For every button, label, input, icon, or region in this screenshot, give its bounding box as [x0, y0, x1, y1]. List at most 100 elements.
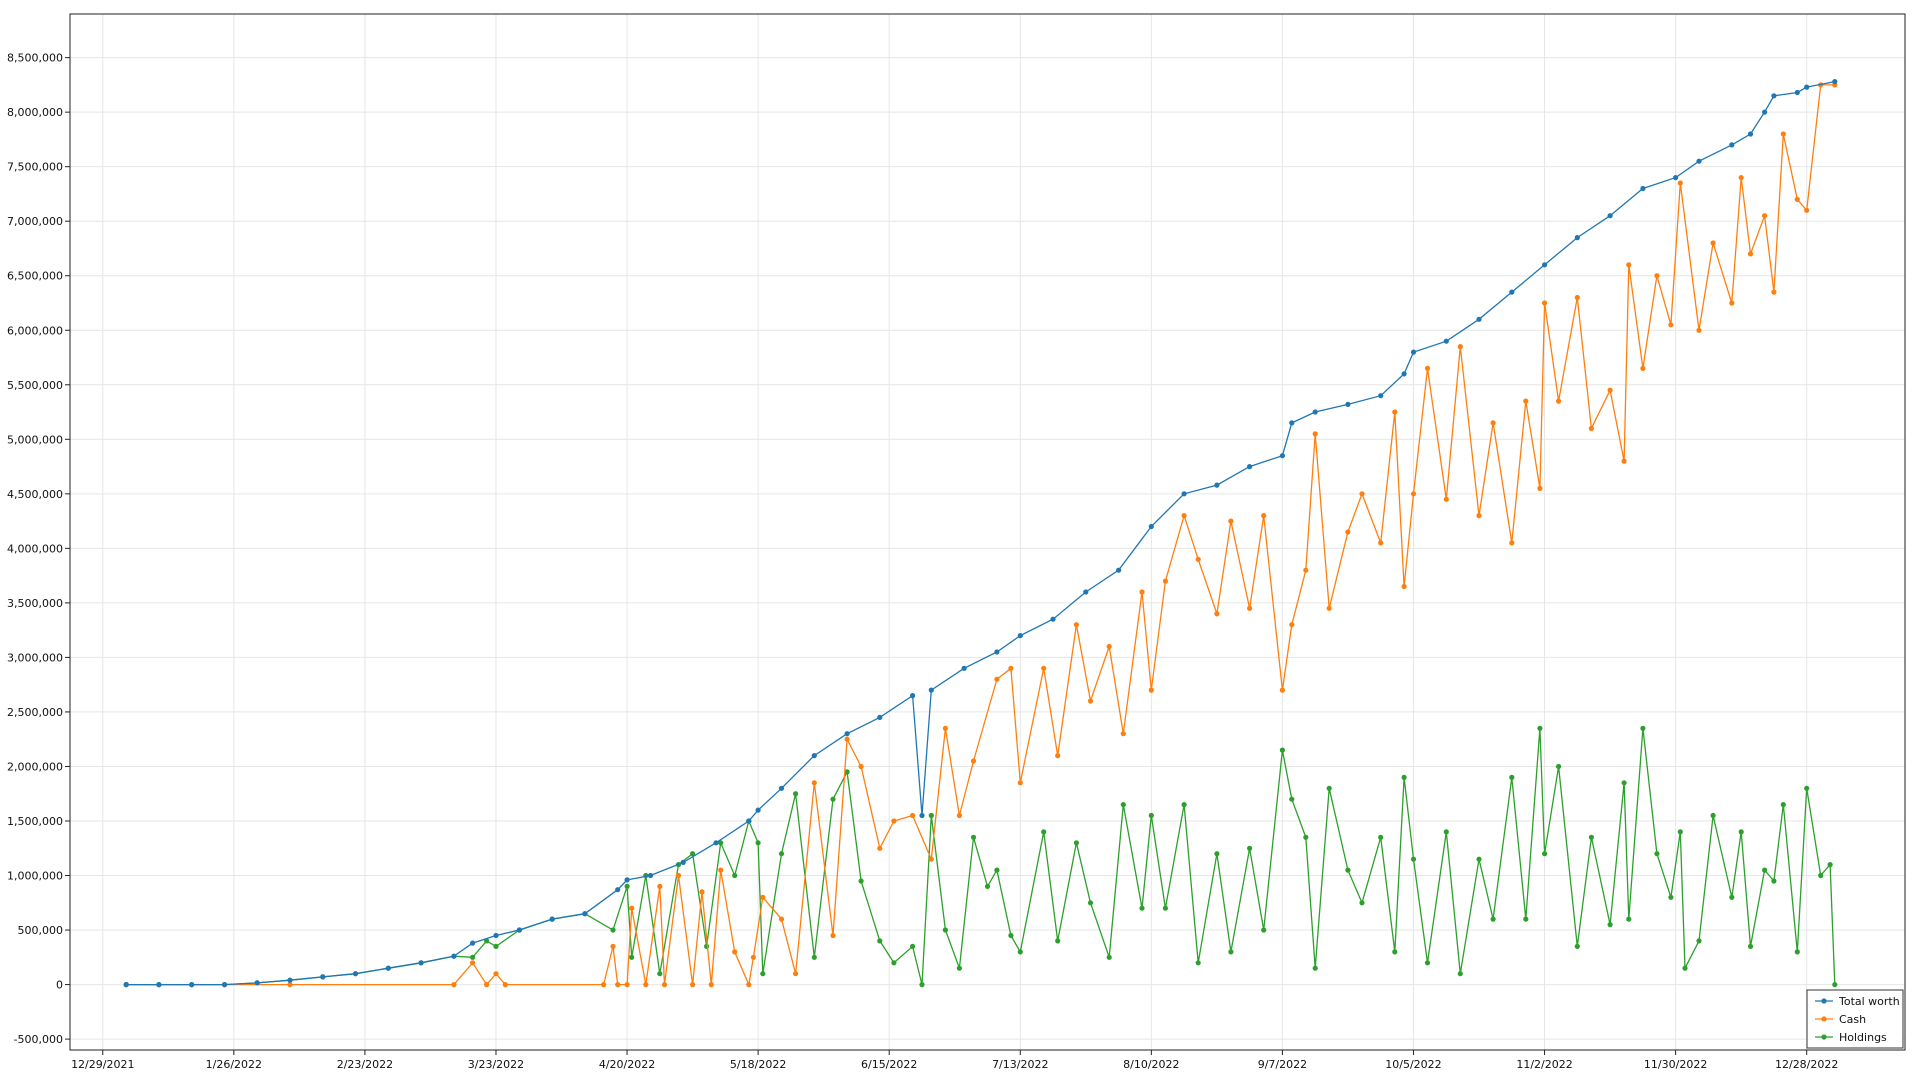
- legend-item: Cash: [1815, 1013, 1866, 1026]
- series-total-worth: [123, 79, 1838, 988]
- data-point: [844, 736, 850, 742]
- data-point: [1509, 289, 1515, 295]
- data-point: [1120, 731, 1126, 737]
- data-point: [1214, 611, 1220, 617]
- data-point: [830, 932, 836, 939]
- data-point: [1654, 851, 1660, 857]
- data-point: [877, 714, 883, 721]
- data-point: [680, 859, 686, 866]
- data-point: [675, 872, 682, 879]
- y-tick-label: 1,000,000: [7, 870, 63, 883]
- legend-swatch-marker: [1821, 1034, 1827, 1040]
- y-tick-label: 6,000,000: [7, 324, 63, 337]
- x-tick-label: 12/28/2022: [1775, 1058, 1838, 1071]
- legend-swatch-marker: [1821, 998, 1827, 1004]
- data-point: [746, 818, 752, 824]
- data-point: [123, 982, 129, 988]
- data-point: [1410, 856, 1417, 862]
- data-point: [1261, 927, 1267, 933]
- data-point: [1556, 763, 1562, 770]
- data-point: [1668, 322, 1674, 328]
- data-point: [1017, 949, 1023, 955]
- y-tick-label: 8,500,000: [7, 52, 63, 65]
- series-cash: [123, 82, 1838, 988]
- data-point: [1537, 485, 1543, 491]
- data-point: [484, 982, 490, 988]
- data-point: [1424, 960, 1431, 966]
- data-point: [750, 954, 757, 960]
- data-point: [1457, 971, 1463, 977]
- y-tick-label: 3,000,000: [7, 651, 63, 664]
- data-point: [1073, 622, 1079, 628]
- data-point: [1747, 131, 1754, 137]
- data-point: [1378, 834, 1384, 840]
- data-point: [919, 982, 925, 988]
- data-point: [1682, 965, 1688, 971]
- data-point: [1490, 420, 1496, 426]
- data-point: [1443, 496, 1449, 502]
- data-point: [1588, 834, 1594, 840]
- y-tick-label: 1,500,000: [7, 815, 63, 828]
- data-point: [1148, 812, 1154, 819]
- data-point: [708, 982, 714, 988]
- data-point: [1771, 878, 1777, 884]
- data-point: [858, 878, 864, 884]
- data-point: [1116, 567, 1122, 573]
- data-point: [1794, 89, 1800, 96]
- data-point: [1017, 633, 1023, 639]
- data-point: [1303, 567, 1309, 573]
- data-point: [1247, 464, 1253, 470]
- data-point: [615, 982, 621, 988]
- data-point: [956, 812, 963, 819]
- y-tick-label: 7,000,000: [7, 215, 63, 228]
- data-point: [1345, 867, 1351, 873]
- data-point: [1359, 491, 1365, 497]
- data-point: [811, 954, 817, 960]
- data-point: [1392, 949, 1398, 955]
- data-point: [287, 977, 293, 983]
- data-point: [1509, 540, 1515, 546]
- data-point: [994, 867, 1000, 873]
- y-tick-label: 5,000,000: [7, 433, 63, 446]
- data-point: [1780, 802, 1786, 808]
- data-point: [1162, 578, 1168, 584]
- data-point: [1289, 420, 1295, 426]
- data-point: [1542, 300, 1548, 306]
- data-point: [910, 943, 916, 950]
- y-tick-label: 5,500,000: [7, 379, 63, 392]
- data-point: [1083, 589, 1089, 595]
- data-point: [1607, 387, 1613, 393]
- data-point: [1574, 943, 1580, 950]
- data-point: [704, 943, 710, 950]
- data-point: [1490, 916, 1496, 922]
- data-point: [891, 818, 897, 824]
- data-point: [984, 883, 991, 890]
- data-point: [844, 769, 850, 775]
- series: [123, 79, 1838, 988]
- data-point: [1261, 513, 1267, 519]
- data-point: [778, 916, 785, 922]
- data-point: [1523, 916, 1529, 922]
- data-point: [718, 840, 724, 846]
- data-point: [1228, 949, 1234, 955]
- data-point: [718, 867, 724, 873]
- data-point: [928, 687, 934, 693]
- data-point: [1794, 949, 1800, 955]
- data-point: [516, 927, 523, 933]
- data-point: [830, 796, 836, 802]
- data-point: [970, 758, 977, 764]
- data-point: [1106, 954, 1112, 960]
- data-point: [1588, 425, 1594, 431]
- data-point: [1401, 583, 1407, 590]
- x-tick-label: 8/10/2022: [1123, 1058, 1179, 1071]
- data-point: [1677, 180, 1683, 186]
- data-point: [254, 980, 260, 986]
- y-tick-label: 4,000,000: [7, 542, 63, 555]
- y-tick-label: 0: [56, 979, 63, 992]
- data-point: [1780, 131, 1786, 137]
- plot-frame: [69, 13, 1906, 1051]
- data-point: [643, 982, 649, 988]
- data-point: [1195, 556, 1201, 562]
- data-point: [1607, 922, 1613, 928]
